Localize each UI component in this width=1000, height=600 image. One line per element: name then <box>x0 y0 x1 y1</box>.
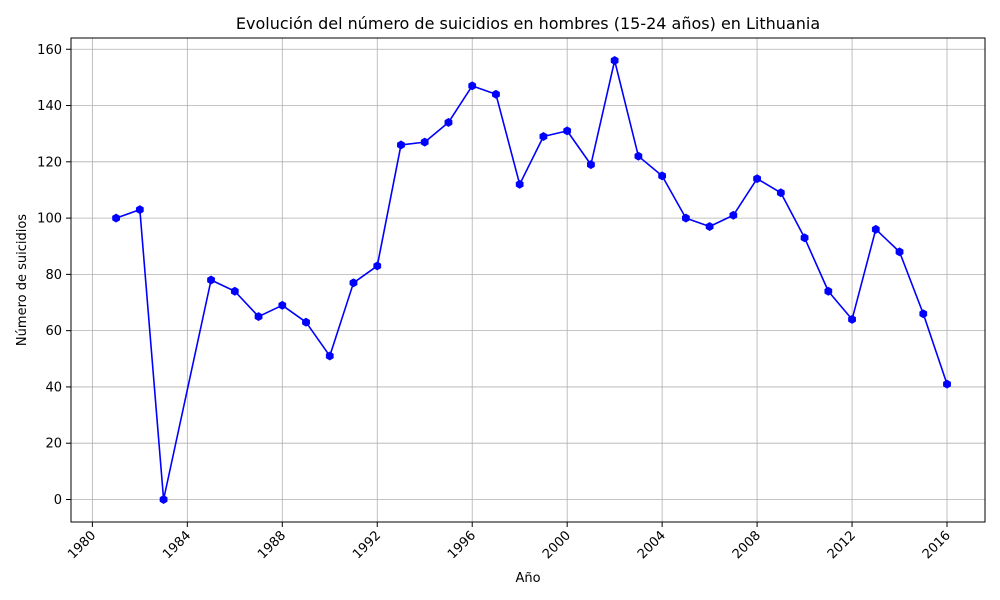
data-point <box>895 247 904 257</box>
data-point <box>943 379 951 389</box>
data-point <box>681 213 690 223</box>
x-axis-label: Año <box>515 571 540 586</box>
data-point <box>658 171 667 181</box>
data-point <box>610 56 619 65</box>
data-point <box>776 188 785 198</box>
data-point <box>919 309 928 319</box>
y-tick-label: 80 <box>45 268 62 283</box>
x-tick-label: 1984 <box>160 528 194 562</box>
data-point <box>563 126 572 136</box>
data-point <box>230 286 239 296</box>
y-tick-label: 100 <box>37 212 62 227</box>
x-tick-label: 2016 <box>920 528 954 562</box>
data-point <box>753 174 761 184</box>
data-point <box>871 224 880 234</box>
x-tick-label: 2008 <box>730 528 764 562</box>
data-point <box>159 495 168 504</box>
data-point <box>824 286 833 296</box>
axis-ticks: 1980 1984 1988 1992 1996 2000 2004 2008 2012 2016… <box>37 43 954 562</box>
grid <box>71 38 985 522</box>
data-point <box>539 132 548 141</box>
x-tick-label: 2000 <box>540 528 574 562</box>
y-tick-label: 40 <box>45 380 62 395</box>
data-point <box>278 300 287 310</box>
y-tick-label: 0 <box>54 493 62 508</box>
data-point <box>302 317 310 327</box>
x-tick-label: 2012 <box>825 528 859 562</box>
chart-title: Evolución del número de suicidios en hom… <box>236 14 820 33</box>
y-tick-label: 60 <box>45 324 62 339</box>
data-point <box>587 160 595 170</box>
data-point <box>420 137 429 147</box>
data-point <box>207 275 215 285</box>
x-tick-label: 1996 <box>445 528 479 562</box>
data-point <box>325 351 334 361</box>
x-tick-label: 1980 <box>65 528 99 562</box>
data-point <box>444 117 453 127</box>
y-tick-label: 160 <box>37 43 62 58</box>
data-point <box>349 278 358 288</box>
x-tick-label: 1988 <box>255 528 289 562</box>
data-point <box>705 222 714 232</box>
x-tick-label: 2004 <box>635 528 669 562</box>
y-tick-label: 140 <box>37 99 62 114</box>
data-point <box>848 314 856 324</box>
data-point <box>515 179 524 189</box>
data-point <box>373 261 382 271</box>
y-tick-label: 120 <box>37 155 62 170</box>
plot-frame <box>70 37 986 523</box>
data-point <box>254 312 263 322</box>
series-line <box>115 59 948 501</box>
data-point <box>492 89 500 99</box>
y-axis-label: Número de suicidios <box>15 214 30 346</box>
data-point <box>397 140 405 150</box>
data-point <box>112 213 120 223</box>
data-point <box>135 205 144 215</box>
data-point <box>468 81 477 91</box>
y-tick-label: 20 <box>45 437 62 452</box>
data-point <box>729 210 738 220</box>
series <box>112 56 951 504</box>
data-point <box>800 233 809 243</box>
data-point <box>634 151 643 161</box>
x-tick-label: 1992 <box>350 528 384 562</box>
